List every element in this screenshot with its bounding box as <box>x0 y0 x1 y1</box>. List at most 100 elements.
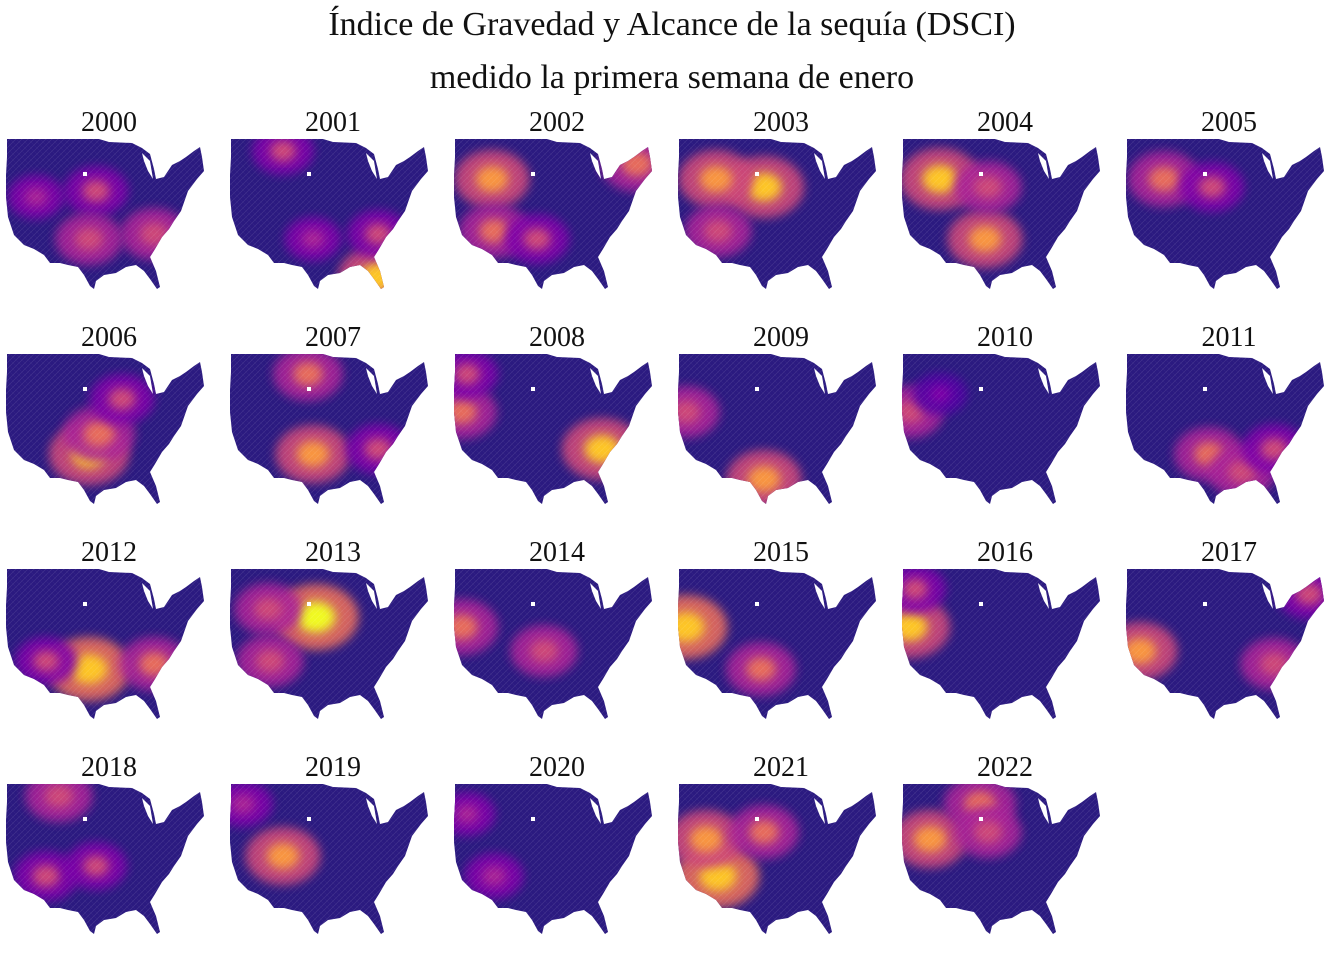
chart-subtitle: medido la primera semana de enero <box>429 59 915 96</box>
missing-data-marker <box>83 172 87 176</box>
map-panel: 2020 <box>452 752 662 934</box>
panel-year-label: 2020 <box>529 752 585 783</box>
panel-year-label: 2005 <box>1201 107 1257 138</box>
great-lakes <box>142 153 153 179</box>
great-lakes <box>1038 368 1049 394</box>
map-panel: 2009 <box>676 322 886 504</box>
county-boundaries <box>6 784 204 934</box>
map-panel: 2010 <box>900 322 1110 504</box>
panel-year-label: 2000 <box>81 107 137 138</box>
missing-data-marker <box>83 387 87 391</box>
missing-data-marker <box>531 172 535 176</box>
great-lakes <box>1038 583 1049 609</box>
county-boundaries <box>678 139 876 289</box>
missing-data-marker <box>979 602 983 606</box>
missing-data-marker <box>83 602 87 606</box>
us-choropleth-map <box>454 784 652 934</box>
panel-year-label: 2004 <box>977 107 1033 138</box>
great-lakes <box>1262 368 1273 394</box>
missing-data-marker <box>755 387 759 391</box>
map-panel: 2019 <box>228 752 438 934</box>
great-lakes <box>814 153 825 179</box>
great-lakes <box>590 583 601 609</box>
missing-data-marker <box>531 817 535 821</box>
great-lakes <box>814 798 825 824</box>
missing-data-marker <box>307 817 311 821</box>
us-choropleth-map <box>678 784 876 934</box>
us-choropleth-map <box>230 354 428 504</box>
panel-year-label: 2001 <box>305 107 361 138</box>
panel-year-label: 2011 <box>1201 322 1257 353</box>
us-choropleth-map <box>902 354 1100 504</box>
county-boundaries <box>678 784 876 934</box>
county-boundaries <box>1126 354 1324 504</box>
map-panel: 2003 <box>676 108 886 289</box>
great-lakes <box>590 368 601 394</box>
map-panel: 2008 <box>452 322 662 504</box>
us-choropleth-map <box>6 139 204 289</box>
panel-year-label: 2021 <box>753 752 809 783</box>
map-panel: 2005 <box>1124 107 1334 289</box>
us-choropleth-map <box>6 569 204 719</box>
map-panel: 2007 <box>228 323 438 504</box>
us-choropleth-map <box>6 354 204 504</box>
map-panel: 2016 <box>900 538 1110 719</box>
great-lakes <box>142 798 153 824</box>
us-choropleth-map <box>902 784 1100 934</box>
great-lakes <box>1038 153 1049 179</box>
map-panel: 2004 <box>900 107 1110 289</box>
map-panel: 2014 <box>452 537 662 719</box>
panel-year-label: 2009 <box>753 322 809 353</box>
us-choropleth-map <box>230 784 428 934</box>
great-lakes <box>366 798 377 824</box>
panel-year-label: 2019 <box>305 752 361 783</box>
missing-data-marker <box>307 172 311 176</box>
missing-data-marker <box>755 602 759 606</box>
panel-year-label: 2008 <box>529 322 585 353</box>
missing-data-marker <box>979 387 983 391</box>
missing-data-marker <box>755 172 759 176</box>
county-boundaries <box>902 139 1100 289</box>
great-lakes <box>1262 583 1273 609</box>
county-boundaries <box>230 784 428 934</box>
great-lakes <box>366 583 377 609</box>
county-boundaries <box>454 784 652 934</box>
missing-data-marker <box>755 817 759 821</box>
us-choropleth-map <box>1126 354 1324 504</box>
us-choropleth-map <box>678 139 876 289</box>
county-boundaries <box>902 354 1100 504</box>
county-boundaries <box>454 139 652 289</box>
us-choropleth-map <box>678 569 876 719</box>
missing-data-marker <box>1203 602 1207 606</box>
map-panel: 2013 <box>228 538 438 719</box>
great-lakes <box>1262 153 1273 179</box>
panel-year-label: 2010 <box>977 322 1033 353</box>
county-boundaries <box>230 569 428 719</box>
panel-year-label: 2017 <box>1201 537 1257 568</box>
panel-year-label: 2012 <box>81 537 137 568</box>
county-boundaries <box>6 139 204 289</box>
panel-year-label: 2018 <box>81 752 137 783</box>
missing-data-marker <box>979 172 983 176</box>
county-boundaries <box>902 569 1100 719</box>
county-boundaries <box>678 569 876 719</box>
county-boundaries <box>454 354 652 504</box>
panel-year-label: 2002 <box>529 107 585 138</box>
us-choropleth-map <box>454 354 652 504</box>
missing-data-marker <box>979 817 983 821</box>
missing-data-marker <box>307 602 311 606</box>
chart-title: Índice de Gravedad y Alcance de la sequí… <box>328 6 1016 43</box>
map-panel: 2011 <box>1124 322 1334 504</box>
map-panel: 2012 <box>4 537 214 719</box>
missing-data-marker <box>531 387 535 391</box>
map-panel: 2000 <box>4 107 214 289</box>
us-choropleth-map <box>1126 139 1324 289</box>
great-lakes <box>366 153 377 179</box>
missing-data-marker <box>1203 172 1207 176</box>
us-choropleth-map <box>454 139 652 289</box>
county-boundaries <box>230 139 428 289</box>
panel-year-label: 2014 <box>529 537 585 568</box>
map-panel: 2018 <box>4 752 214 934</box>
county-boundaries <box>1126 139 1324 289</box>
great-lakes <box>142 583 153 609</box>
